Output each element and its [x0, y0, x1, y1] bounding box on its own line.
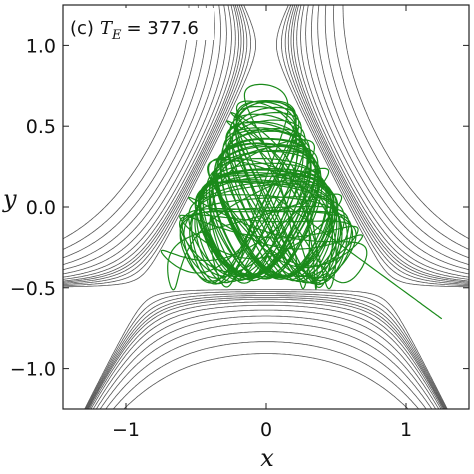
- y-tick-label: −0.5: [10, 278, 56, 300]
- contour-line: [63, 5, 469, 409]
- contour-line: [63, 5, 469, 409]
- trajectory-series: [160, 83, 443, 320]
- panel-label: (c) TE = 377.6: [70, 18, 199, 43]
- x-tick-label: 1: [400, 419, 412, 441]
- contour-line: [63, 5, 469, 409]
- y-tick-label: 0.5: [26, 116, 56, 138]
- y-tick-label: −1.0: [10, 359, 56, 381]
- x-tick-label: 0: [260, 419, 272, 441]
- temperature-symbol: T: [100, 18, 114, 39]
- contour-line: [63, 5, 469, 409]
- panel-label-box: [66, 8, 214, 40]
- x-axis-title: x: [260, 444, 274, 472]
- plot-background: [63, 5, 469, 409]
- contour-line: [63, 5, 469, 409]
- x-axis: −1 0 1: [112, 5, 412, 441]
- temperature-subscript: E: [111, 28, 122, 43]
- contour-line: [63, 5, 469, 409]
- trajectory-line: [160, 83, 443, 320]
- temperature-value: = 377.6: [126, 18, 198, 39]
- contour-line: [63, 5, 469, 409]
- contour-line: [63, 5, 469, 409]
- x-tick-label: −1: [112, 419, 140, 441]
- contour-line: [63, 5, 469, 409]
- y-axis: −1.0 −0.5 0.0 0.5 1.0: [10, 35, 469, 381]
- y-tick-label: 0.0: [26, 197, 56, 219]
- y-axis-title: y: [2, 185, 17, 213]
- panel-letter: (c): [70, 18, 94, 39]
- contour-line: [63, 5, 469, 409]
- contour-lines: [63, 5, 469, 409]
- contour-line: [63, 5, 469, 409]
- y-tick-label: 1.0: [26, 35, 56, 57]
